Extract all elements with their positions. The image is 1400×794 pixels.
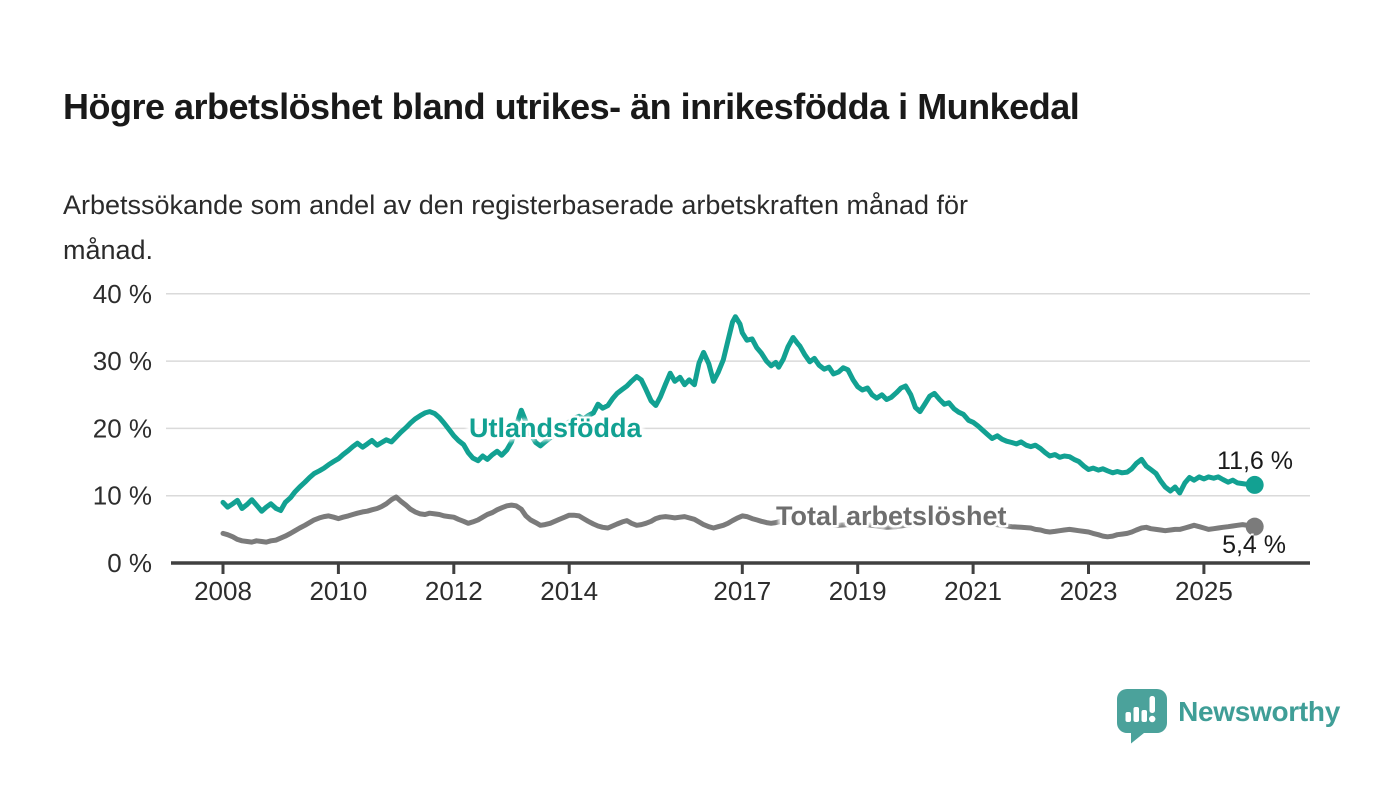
series-line-total-arbetsl-shet	[220, 494, 1258, 545]
page-title: Högre arbetslöshet bland utrikes- än inr…	[63, 86, 1080, 128]
end-value-utlandsfodda: 11,6 %	[1217, 447, 1293, 475]
x-tick-label-2012: 2012	[425, 576, 483, 606]
newsworthy-logo: Newsworthy	[1116, 688, 1340, 744]
logo-bar-2	[1133, 707, 1140, 722]
y-tick-label-10: 10 %	[93, 481, 152, 511]
end-dot-utlandsf-dda	[1245, 475, 1264, 494]
x-tick-label-2021: 2021	[944, 576, 1002, 606]
x-tick-label-2014: 2014	[540, 576, 598, 606]
subtitle-line-2: månad.	[63, 235, 154, 265]
logo-exclamation-dot	[1149, 715, 1156, 723]
y-tick-label-20: 20 %	[93, 413, 152, 443]
x-tick-label-2025: 2025	[1175, 576, 1233, 606]
chart-subtitle: Arbetssökande som andel av den registerb…	[63, 183, 1313, 273]
x-tick-label-2019: 2019	[829, 576, 887, 606]
x-tick-label-2023: 2023	[1060, 576, 1118, 606]
end-dot-total-arbetsl-shet	[1245, 517, 1264, 536]
series-line-utlandsf-dda	[220, 314, 1258, 514]
bar-chart-speech-bubble-icon	[1117, 689, 1168, 744]
x-tick-label-2017: 2017	[713, 576, 771, 606]
end-value-total: 5,4 %	[1222, 531, 1286, 559]
subtitle-line-1: Arbetssökande som andel av den registerb…	[63, 190, 969, 220]
y-tick-label-40: 40 %	[93, 279, 152, 309]
x-tick-label-2010: 2010	[309, 576, 367, 606]
logo-bar-3	[1141, 710, 1148, 722]
logo-exclamation-bar	[1149, 696, 1156, 713]
y-tick-label-0: 0 %	[107, 548, 152, 578]
brand-name: Newsworthy	[1178, 696, 1340, 727]
x-tick-label-2008: 2008	[194, 576, 252, 606]
logo-bar-1	[1125, 712, 1132, 722]
series-label-utlandsfodda: Utlandsfödda	[469, 413, 642, 443]
series-label-total-arbetsloshet: Total arbetslöshet	[776, 501, 1007, 531]
y-tick-label-30: 30 %	[93, 346, 152, 376]
